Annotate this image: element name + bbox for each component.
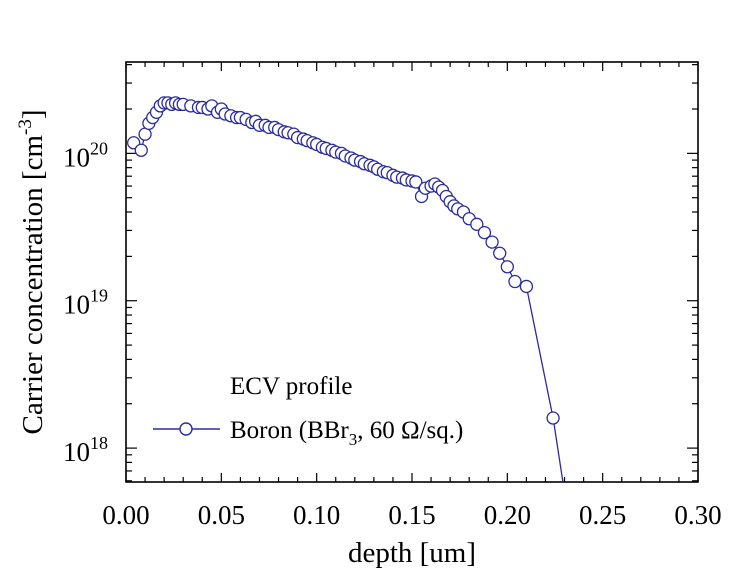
y-axis-title: Carrier concentration [cm-3] — [15, 109, 49, 434]
x-tick-label: 0.05 — [198, 500, 245, 530]
data-point — [493, 246, 507, 260]
x-tick-label: 0.10 — [293, 500, 340, 530]
data-point — [508, 274, 522, 289]
y-tick-label: 1019 — [63, 286, 108, 320]
y-tick-label: 1020 — [63, 138, 108, 172]
x-axis-title: depth [um] — [348, 537, 476, 569]
y-axis-title-close: ] — [17, 109, 49, 119]
y-axis-title-main: Carrier concentration [cm — [17, 135, 49, 435]
y-tick-base: 10 — [63, 142, 90, 172]
data-point — [519, 279, 534, 294]
y-tick-exponent: 20 — [90, 138, 108, 158]
data-point — [134, 143, 148, 157]
legend-entry-subscript: 3 — [349, 430, 358, 449]
legend-marker — [179, 422, 193, 436]
x-tick-labels: 0.00 0.05 0.10 0.15 0.20 0.25 0.30 — [102, 500, 721, 530]
y-tick-base: 10 — [63, 290, 90, 320]
legend-entry: Boron (BBr3, 60 Ω/sq.) — [230, 417, 463, 449]
data-point — [409, 175, 423, 189]
legend-title: ECV profile — [230, 373, 352, 400]
x-tick-label: 0.00 — [102, 500, 149, 530]
x-tick-label: 0.30 — [674, 500, 721, 530]
data-point — [546, 411, 560, 425]
legend: ECV profile Boron (BBr3, 60 Ω/sq.) — [153, 373, 463, 449]
legend-entry-suffix: , 60 Ω/sq.) — [357, 417, 463, 444]
y-tick-base: 10 — [63, 437, 90, 467]
data-point — [485, 235, 499, 249]
series-boron — [126, 96, 564, 482]
legend-entry-prefix: Boron (BBr — [230, 417, 349, 444]
x-tick-label: 0.20 — [484, 500, 531, 530]
y-tick-exponent: 18 — [90, 433, 108, 453]
data-point — [500, 260, 514, 274]
y-tick-exponent: 19 — [90, 286, 108, 306]
x-tick-label: 0.25 — [579, 500, 626, 530]
data-point — [138, 127, 152, 141]
data-series — [126, 96, 564, 482]
data-point — [470, 217, 484, 231]
x-tick-label: 0.15 — [388, 500, 435, 530]
y-tick-label: 1018 — [63, 433, 108, 467]
data-point — [477, 225, 492, 240]
y-axis-title-exponent: -3 — [15, 119, 36, 135]
axis-ticks — [125, 62, 699, 482]
